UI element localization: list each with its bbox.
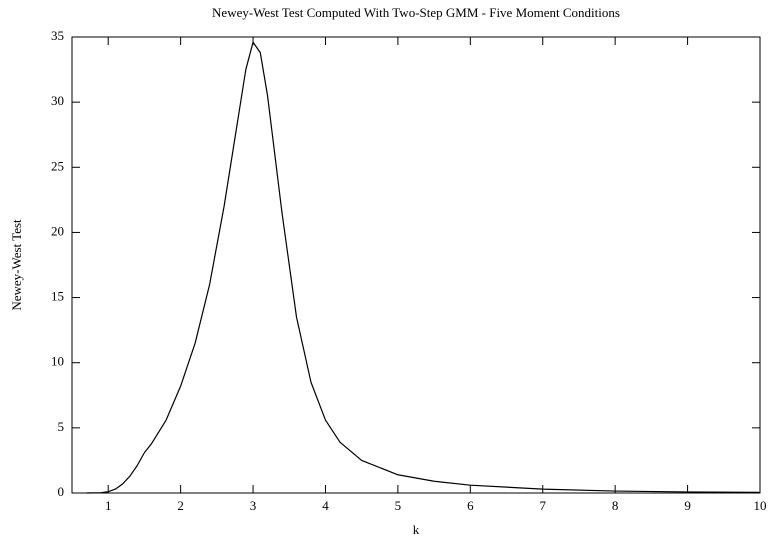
x-tick-label: 10	[754, 498, 767, 513]
y-tick-label: 35	[51, 28, 64, 43]
y-tick-label: 20	[51, 223, 64, 238]
plot-frame	[71, 36, 761, 494]
y-tick-label: 25	[51, 158, 64, 173]
x-axis-label: k	[413, 522, 420, 537]
y-axis-label: Newey-West Test	[9, 219, 24, 311]
x-tick-label: 7	[539, 498, 546, 513]
x-tick-label: 5	[395, 498, 402, 513]
x-tick-label: 1	[105, 498, 112, 513]
data-line	[86, 41, 761, 494]
y-tick-label: 5	[58, 419, 65, 434]
x-tick-label: 8	[612, 498, 619, 513]
x-tick-label: 3	[250, 498, 257, 513]
x-tick-label: 4	[322, 498, 329, 513]
y-tick-label: 0	[58, 484, 65, 499]
y-tick-label: 15	[51, 289, 64, 304]
x-tick-label: 2	[177, 498, 184, 513]
x-tick-label: 9	[684, 498, 691, 513]
x-tick-label: 6	[467, 498, 474, 513]
y-tick-label: 30	[51, 93, 64, 108]
y-tick-label: 10	[51, 354, 64, 369]
chart-title: Newey-West Test Computed With Two-Step G…	[212, 5, 620, 20]
